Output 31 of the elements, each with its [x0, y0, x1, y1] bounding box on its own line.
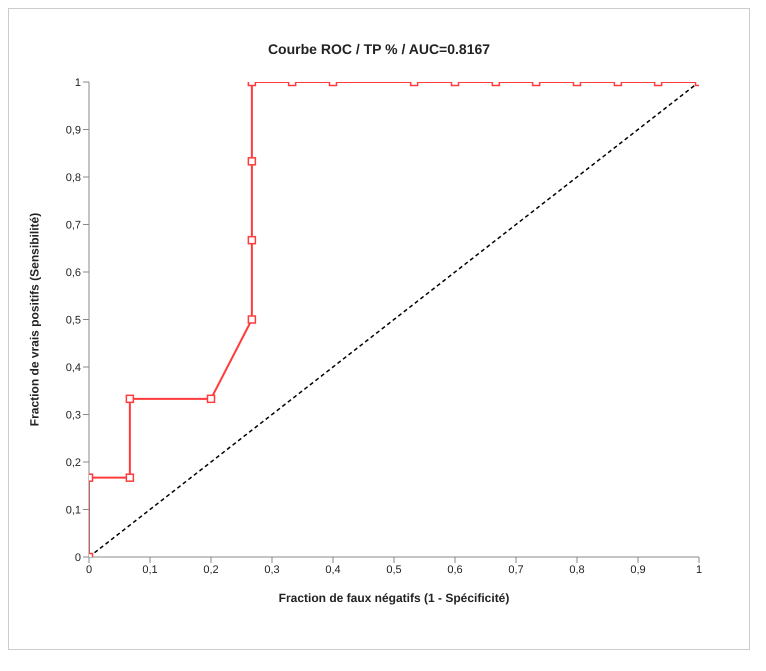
y-tick-label: 0,9	[66, 124, 81, 136]
point	[206, 394, 216, 404]
x-tick-label: 0,9	[630, 564, 646, 576]
y-tick-label: 0,4	[66, 362, 81, 374]
x-tick-label: 0,5	[386, 564, 402, 576]
x-tick-label: 0,3	[264, 564, 280, 576]
y-tick-label: 1	[74, 76, 81, 89]
x-axis-title: Fraction de faux négatifs (1 - Spécificité)	[278, 591, 510, 605]
x-tick-label: 1	[696, 564, 702, 576]
x-tick-label: 0,7	[508, 564, 524, 576]
y-tick-label: 0,5	[66, 314, 81, 326]
y-axis-title: Fraction de vrais positifs (Sensibilité)	[27, 212, 42, 426]
y-tick-label: 0,8	[66, 172, 81, 184]
y-tick-label: 0,2	[66, 456, 81, 469]
x-tick-label: 0,4	[325, 564, 341, 576]
point	[248, 157, 256, 166]
x-tick-label: 0,8	[569, 564, 585, 576]
y-tick-label: 0,7	[66, 219, 81, 232]
point	[248, 315, 256, 324]
point	[126, 473, 134, 482]
y-tick-label: 0,1	[66, 504, 81, 516]
x-tick-label: 0,6	[447, 564, 463, 576]
y-tick-label: 0,6	[66, 266, 81, 279]
point	[248, 236, 256, 244]
x-tick-label: 0,2	[203, 564, 219, 576]
x-tick-label: 0,1	[142, 564, 158, 576]
y-tick-label: 0,3	[66, 409, 81, 422]
point	[126, 394, 134, 404]
chart-title: Courbe ROC / TP % / AUC=0.8167	[266, 41, 492, 57]
x-tick-label: 0	[86, 564, 92, 576]
y-tick-label: 0	[74, 552, 81, 564]
